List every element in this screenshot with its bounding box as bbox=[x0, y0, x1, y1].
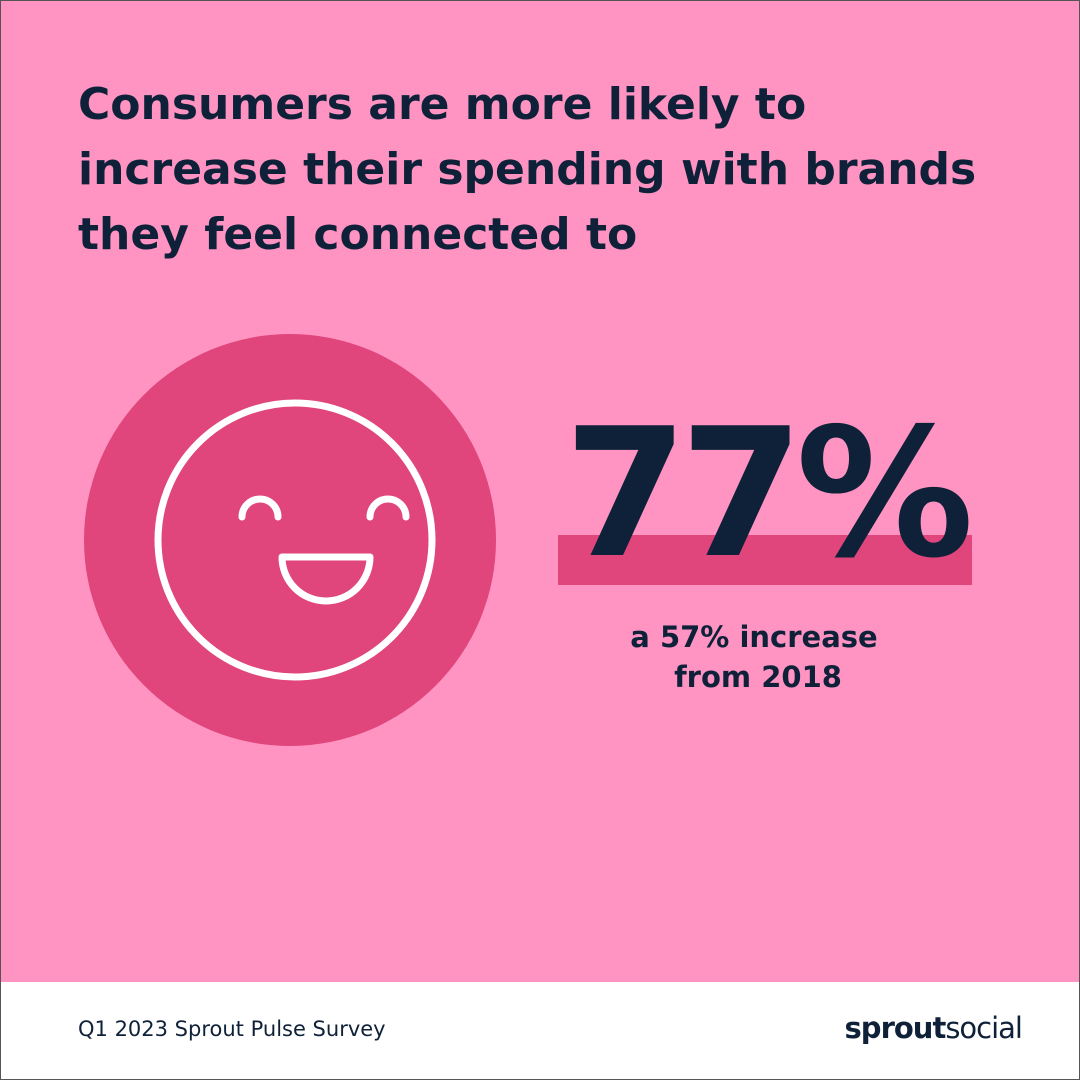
highlight-bar bbox=[558, 535, 972, 585]
mouth bbox=[278, 553, 374, 605]
title-line: increase their spending with brands bbox=[78, 144, 976, 195]
stat-note: a 57% increase bbox=[630, 620, 877, 654]
logo: sproutsocial bbox=[845, 1011, 1022, 1045]
title-line: Consumers are more likely to bbox=[78, 79, 806, 130]
logo-social: social bbox=[945, 1011, 1022, 1045]
title: Consumers are more likely to increase th… bbox=[78, 79, 976, 260]
face-outline bbox=[154, 399, 436, 681]
smiley-icon bbox=[84, 334, 496, 746]
stat-note: from 2018 bbox=[674, 660, 842, 694]
footer-background bbox=[0, 982, 1080, 1080]
title-line: they feel connected to bbox=[78, 209, 637, 260]
left-eye bbox=[238, 495, 282, 521]
icon-circle bbox=[84, 334, 496, 746]
logo-sprout: sprout bbox=[845, 1011, 947, 1045]
source: Q1 2023 Sprout Pulse Survey bbox=[78, 1017, 386, 1041]
stat-value: 77% bbox=[564, 390, 969, 597]
right-eye bbox=[366, 495, 410, 521]
